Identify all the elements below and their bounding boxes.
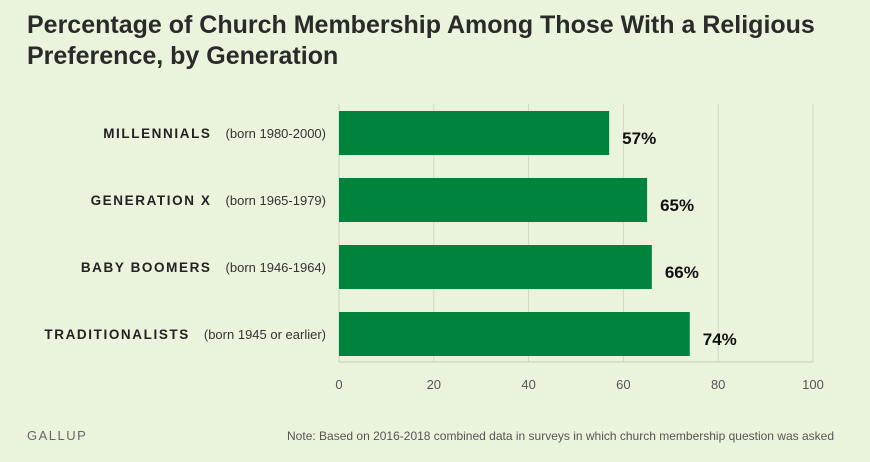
bar: [339, 111, 610, 155]
data-label: 74%: [703, 330, 737, 349]
x-tick-label: 100: [802, 377, 824, 392]
category-subtitle: (born 1946-1964): [226, 260, 326, 275]
x-tick-label: 0: [335, 377, 342, 392]
chart-note: Note: Based on 2016-2018 combined data i…: [287, 429, 834, 443]
x-tick-label: 40: [521, 377, 535, 392]
category-subtitle: (born 1945 or earlier): [204, 327, 326, 342]
x-tick-label: 20: [427, 377, 441, 392]
category-label: MILLENNIALS: [103, 126, 211, 141]
bar: [339, 245, 652, 289]
category-label: GENERATION X: [91, 193, 212, 208]
data-label: 66%: [665, 263, 699, 282]
category-subtitle: (born 1965-1979): [226, 193, 326, 208]
brand-logo-text: GALLUP: [27, 428, 88, 443]
chart-title: Percentage of Church Membership Among Th…: [27, 11, 815, 70]
bar: [339, 312, 690, 356]
category-subtitle: (born 1980-2000): [226, 126, 326, 141]
category-label: BABY BOOMERS: [81, 260, 212, 275]
category-label: TRADITIONALISTS: [44, 327, 190, 342]
x-tick-label: 80: [711, 377, 725, 392]
data-label: 65%: [660, 196, 694, 215]
bar: [339, 178, 648, 222]
x-tick-label: 60: [616, 377, 630, 392]
data-label: 57%: [622, 129, 656, 148]
